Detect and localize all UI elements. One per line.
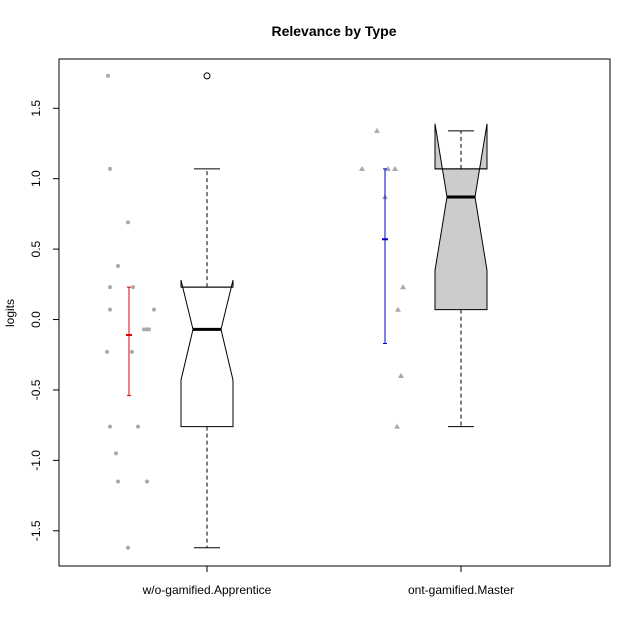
box-group [359,123,488,429]
chart-title: Relevance by Type [271,23,396,39]
raw-data-point [152,307,156,312]
x-axis: w/o-gamified.Apprentice ont-gamified.Mast… [142,566,514,597]
raw-data-point [126,545,130,550]
y-tick-label: 1.0 [29,170,43,187]
raw-data-point [108,424,112,429]
raw-data-point [136,424,140,429]
raw-data-point [116,479,120,484]
raw-data-point [108,166,112,171]
raw-data-point [106,73,110,78]
raw-data-point [394,423,400,429]
plot-frame [58,58,611,567]
raw-data-point [105,349,109,354]
raw-data-point [392,165,398,171]
x-tick-label: w/o-gamified.Apprentice [142,583,272,597]
raw-data-point [145,479,149,484]
y-axis: -1.5 -1.0 -0.5 0.0 0.5 1.0 1.5 [29,100,59,541]
raw-data-point [142,327,146,332]
raw-data-point [130,349,134,354]
raw-data-point [114,451,118,456]
outlier-point [203,72,211,80]
raw-data-point [395,306,401,312]
raw-data-point [108,285,112,290]
raw-data-point [131,285,135,290]
y-tick-label: 1.5 [29,100,43,117]
raw-data-point [116,264,120,269]
y-tick-label: -1.0 [29,450,43,471]
box-group [105,72,234,550]
raw-data-point [374,127,380,133]
box-groups [105,72,488,550]
raw-data-point [147,327,151,332]
raw-data-point [385,165,391,171]
raw-data-point [400,284,406,290]
y-tick-label: -1.5 [29,520,43,541]
x-tick-label: ont-gamified.Master [408,583,514,597]
raw-data-point [359,165,365,171]
raw-data-point [108,307,112,312]
y-tick-label: -0.5 [29,379,43,400]
y-tick-label: 0.5 [29,240,43,257]
notched-box [180,279,234,428]
raw-data-point [126,220,130,225]
y-axis-label: logits [3,299,17,327]
raw-data-point [398,372,404,378]
y-tick-label: 0.0 [29,311,43,328]
